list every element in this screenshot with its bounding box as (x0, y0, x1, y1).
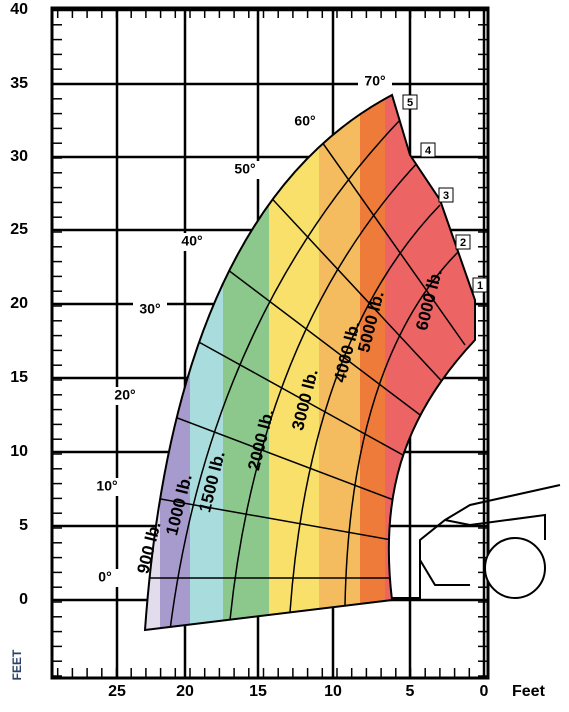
boom-position: 4 (425, 145, 432, 157)
boom-position: 2 (460, 237, 466, 249)
y-tick-label: 30 (10, 148, 28, 165)
angle-label: 40° (181, 233, 202, 249)
boom-position: 5 (407, 97, 413, 109)
x-axis-title: Feet (512, 683, 546, 700)
load-chart: 40353025201510502520151050FeetFEET0°10°2… (0, 0, 569, 707)
x-tick-label: 20 (176, 683, 194, 700)
angle-label: 0° (98, 569, 111, 585)
angle-label: 10° (96, 478, 117, 494)
angle-label: 30° (139, 301, 160, 317)
y-tick-label: 35 (10, 75, 28, 92)
y-tick-label: 0 (19, 591, 28, 608)
y-tick-label: 5 (19, 517, 28, 534)
x-tick-label: 10 (324, 683, 342, 700)
y-tick-label: 15 (10, 369, 28, 386)
boom-position: 3 (443, 190, 449, 202)
x-tick-label: 15 (249, 683, 267, 700)
y-tick-label: 25 (10, 221, 28, 238)
angle-label: 70° (364, 73, 385, 89)
y-tick-label: 40 (10, 1, 28, 18)
boom-position: 1 (477, 280, 483, 292)
angle-label: 60° (294, 113, 315, 129)
x-tick-label: 0 (480, 683, 489, 700)
y-tick-label: 20 (10, 295, 28, 312)
y-axis-title: FEET (10, 649, 24, 680)
angle-label: 50° (234, 161, 255, 177)
y-tick-label: 10 (10, 443, 28, 460)
angle-label: 20° (114, 387, 135, 403)
x-tick-label: 5 (406, 683, 415, 700)
x-tick-label: 25 (108, 683, 126, 700)
